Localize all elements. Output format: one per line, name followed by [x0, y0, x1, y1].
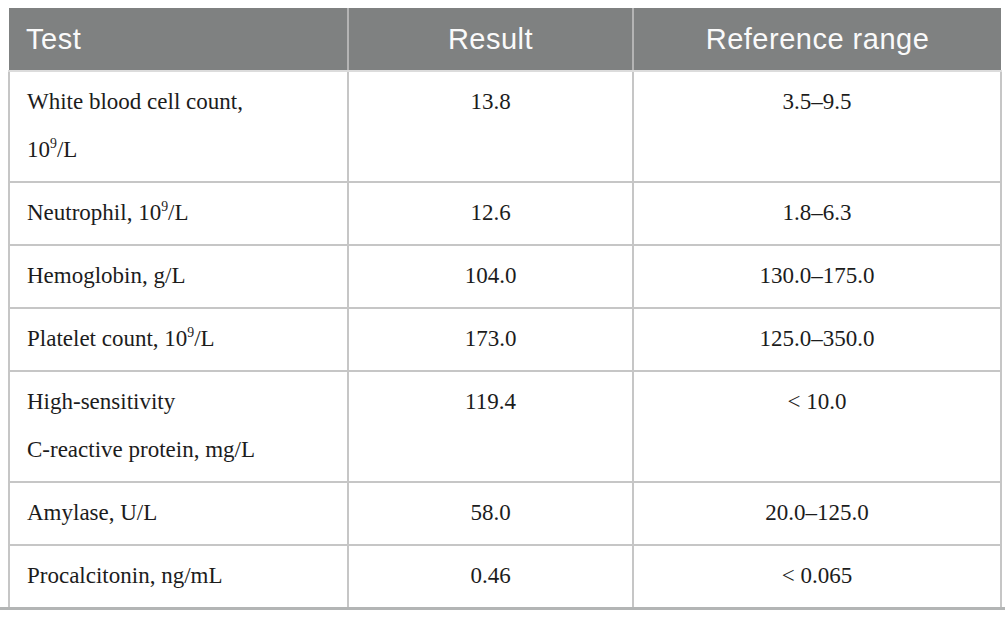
reference-range-cell: 130.0–175.0: [633, 245, 1001, 308]
reference-range-cell: 20.0–125.0: [633, 482, 1001, 545]
table-row: High-sensitivity C-reactive protein, mg/L…: [9, 371, 1001, 482]
test-cell: White blood cell count, 109/L: [9, 71, 348, 182]
test-cell: Procalcitonin, ng/mL: [9, 545, 348, 607]
reference-range-cell: 3.5–9.5: [633, 71, 1001, 182]
test-cell: Platelet count, 109/L: [9, 308, 348, 371]
table-row: White blood cell count, 109/L 13.83.5–9.5: [9, 71, 1001, 182]
header-row: Test Result Reference range: [9, 8, 1001, 71]
result-cell: 13.8: [348, 71, 633, 182]
result-cell: 119.4: [348, 371, 633, 482]
page: Test Result Reference range White blood …: [0, 0, 1005, 621]
test-cell: Amylase, U/L: [9, 482, 348, 545]
table-row: Neutrophil, 109/L12.61.8–6.3: [9, 182, 1001, 245]
test-label-text: 10: [27, 137, 50, 162]
test-label-text: Amylase, U/L: [27, 500, 157, 525]
column-header-test: Test: [9, 8, 348, 71]
test-cell: Neutrophil, 109/L: [9, 182, 348, 245]
result-cell: 104.0: [348, 245, 633, 308]
table-row: Hemoglobin, g/L 104.0130.0–175.0: [9, 245, 1001, 308]
test-label-text: Neutrophil, 10: [27, 200, 161, 225]
test-label-text: Platelet count, 10: [27, 326, 187, 351]
test-label-text: Hemoglobin, g/L: [27, 263, 185, 288]
test-cell: High-sensitivity C-reactive protein, mg/L: [9, 371, 348, 482]
test-label-text: Procalcitonin, ng/mL: [27, 563, 222, 588]
test-label-text: White blood cell count,: [27, 89, 243, 114]
test-label-text: High-sensitivity: [27, 389, 175, 414]
table-row: Platelet count, 109/L173.0125.0–350.0: [9, 308, 1001, 371]
table-body: White blood cell count,109/L13.83.5–9.5N…: [9, 71, 1001, 607]
superscript: 9: [50, 136, 57, 151]
test-label-text: C-reactive protein, mg/L: [27, 437, 255, 462]
column-header-result: Result: [348, 8, 633, 71]
result-cell: 58.0: [348, 482, 633, 545]
reference-range-cell: 1.8–6.3: [633, 182, 1001, 245]
lab-results-table-wrap: Test Result Reference range White blood …: [8, 8, 1000, 607]
lab-results-table: Test Result Reference range White blood …: [8, 8, 1002, 607]
result-cell: 12.6: [348, 182, 633, 245]
table-row: Amylase, U/L 58.020.0–125.0: [9, 482, 1001, 545]
table-row: Procalcitonin, ng/mL 0.46< 0.065: [9, 545, 1001, 607]
bottom-rule: [0, 607, 1005, 610]
reference-range-cell: 125.0–350.0: [633, 308, 1001, 371]
reference-range-cell: < 10.0: [633, 371, 1001, 482]
test-label-text: /L: [57, 137, 77, 162]
result-cell: 0.46: [348, 545, 633, 607]
test-label-text: /L: [168, 200, 188, 225]
reference-range-cell: < 0.065: [633, 545, 1001, 607]
result-cell: 173.0: [348, 308, 633, 371]
column-header-reference-range: Reference range: [633, 8, 1001, 71]
table-header: Test Result Reference range: [9, 8, 1001, 71]
test-cell: Hemoglobin, g/L: [9, 245, 348, 308]
test-label-text: /L: [194, 326, 214, 351]
